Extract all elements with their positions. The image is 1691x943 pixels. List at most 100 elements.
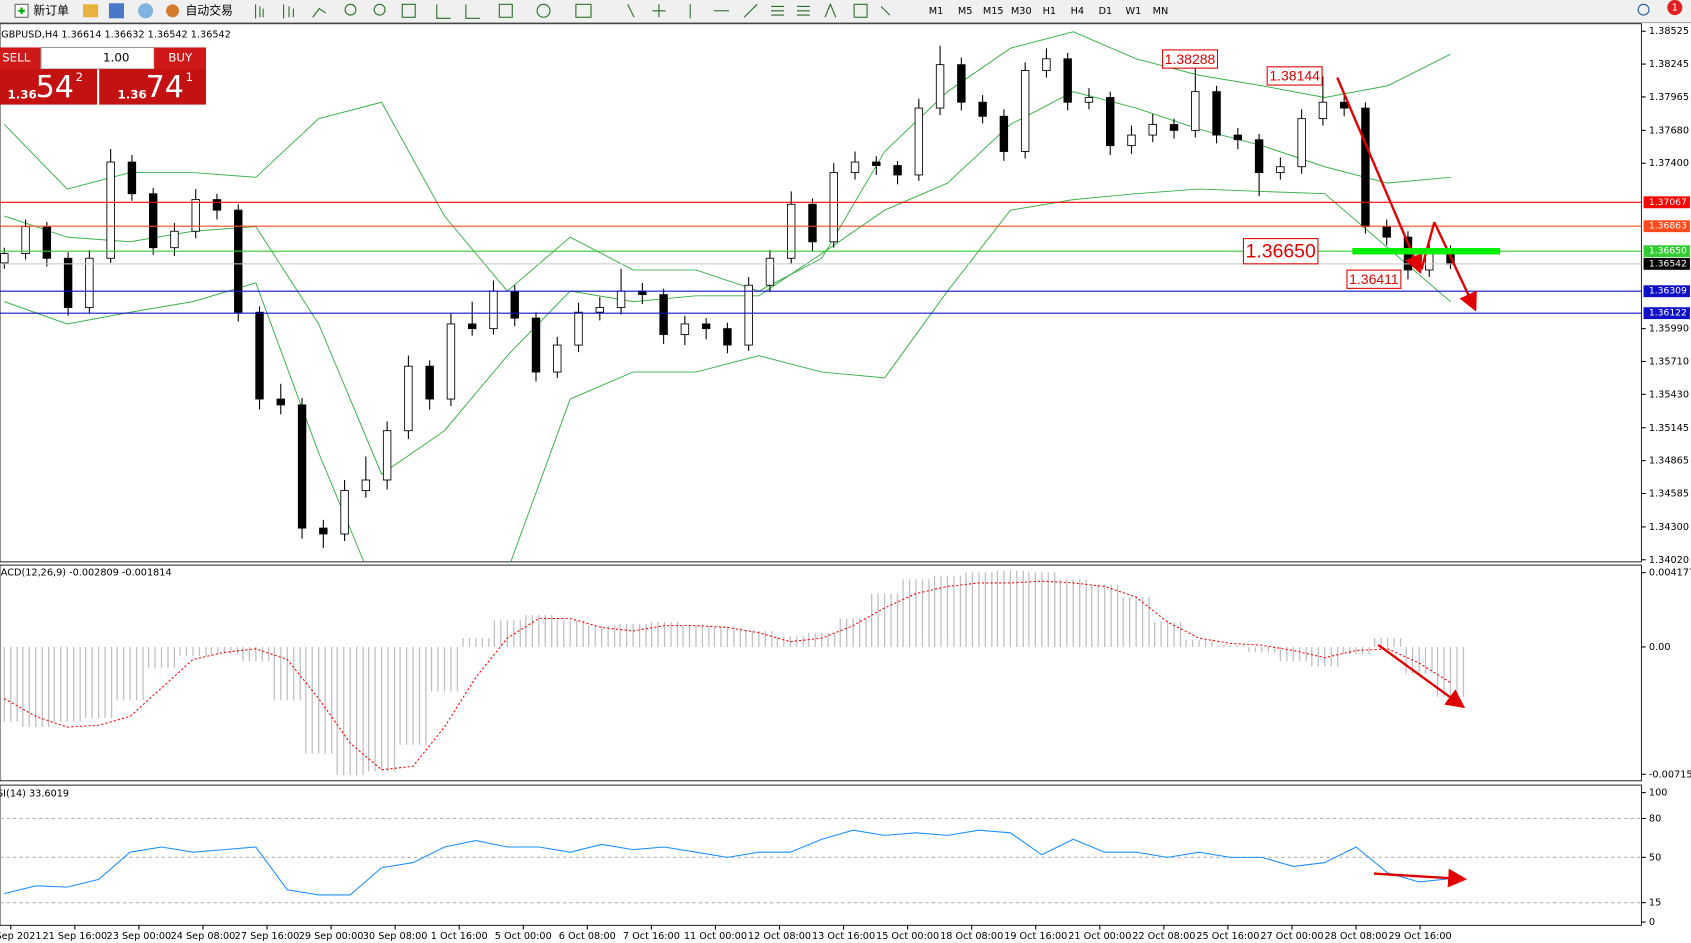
candle-body (893, 165, 902, 176)
y-tick-label: 1.37400 (1649, 158, 1689, 169)
indicator-title: RSI(14) 33.6019 (0, 789, 69, 800)
y-tick-label: 1.34020 (1649, 555, 1689, 566)
candle-body (1212, 91, 1221, 136)
timeframe-button[interactable]: H4 (1071, 6, 1084, 17)
timeframe-button[interactable]: M1 (929, 6, 944, 17)
price-label: 1.36122 (1649, 308, 1687, 319)
candle-body (297, 404, 307, 529)
candle-body (148, 193, 158, 249)
candle-body (1127, 134, 1136, 147)
lots-input[interactable] (40, 46, 155, 70)
candle-body (850, 161, 860, 174)
candle-body (553, 344, 562, 373)
sell-button[interactable] (0, 47, 41, 70)
icon[interactable] (108, 3, 125, 19)
candle-body (1084, 97, 1094, 103)
candle-body (1297, 118, 1306, 168)
price-label-box (1643, 307, 1690, 320)
auto-trading-button[interactable]: 自动交易 (166, 3, 233, 17)
timeframe-button[interactable]: D1 (1099, 6, 1113, 17)
x-tick-label: 27 Sep 16:00 (235, 931, 300, 942)
candle-body (1254, 139, 1264, 174)
icon[interactable] (138, 3, 154, 19)
rsi-plot (0, 817, 1642, 904)
x-tick-label: 24 Sep 08:00 (171, 931, 236, 942)
candle-body (0, 253, 9, 264)
buy-label: BUY (168, 51, 193, 65)
price-label-box (1643, 257, 1690, 270)
annotation-box (1242, 238, 1319, 265)
candle-body (1042, 58, 1051, 71)
x-tick-label: 11 Oct 00:00 (684, 931, 747, 942)
x-tick-label: 25 Oct 16:00 (1196, 931, 1259, 942)
candle-body (829, 172, 838, 243)
x-tick-label: 12 Oct 08:00 (748, 931, 811, 942)
buy-price-big: 1.36 (118, 87, 147, 101)
candle-body (106, 161, 115, 259)
y-tick-label: 1.34865 (1649, 456, 1689, 467)
y-tick-label: 50 (1649, 852, 1661, 863)
timeframe-button[interactable]: MN (1153, 6, 1169, 17)
candle-body (1063, 58, 1072, 103)
sell-price-box[interactable] (0, 69, 98, 105)
candle-body (1020, 70, 1030, 152)
new-order-button[interactable]: 新订单 (14, 3, 69, 18)
timeframe-button[interactable]: M30 (1011, 6, 1032, 17)
y-tick-label: 0.004177 (1649, 568, 1691, 579)
candle-body (574, 311, 583, 346)
y-tick-label: 1.38245 (1649, 59, 1689, 70)
x-tick-label: 15 Oct 00:00 (876, 931, 939, 942)
x-tick-label: 19 Oct 16:00 (1004, 931, 1067, 942)
candle-body (1191, 91, 1200, 131)
candle-body (680, 323, 690, 335)
candle-body (1148, 124, 1157, 136)
buy-price-fraction: 1 (185, 70, 193, 84)
y-tick-label: 0.00 (1649, 642, 1671, 653)
search-icon[interactable] (1637, 3, 1650, 16)
price-label: 1.37067 (1649, 197, 1687, 208)
candle-body (63, 257, 73, 308)
y-tick-label: 100 (1649, 788, 1668, 799)
x-tick-label: 29 Sep 00:00 (299, 931, 364, 942)
chart-title: GBPUSD,H4 1.36614 1.36632 1.36542 1.3654… (1, 30, 231, 41)
y-tick-label: 1.35990 (1649, 324, 1689, 335)
price-label: 1.36309 (1649, 286, 1687, 297)
alert-badge[interactable] (1667, 0, 1683, 16)
timeframe-button[interactable]: W1 (1126, 6, 1142, 17)
y-tick-label: 1.35710 (1649, 356, 1689, 367)
y-tick-label: 80 (1649, 814, 1661, 825)
axes: 1.38525 1.38245 1.37965 1.37680 1.37400 1.359… (0, 26, 1691, 942)
candle-body (276, 398, 285, 406)
toolbar (0, 0, 1691, 23)
x-tick-label: 6 Oct 08:00 (559, 931, 616, 942)
candle-body (382, 430, 392, 481)
timeframe-button[interactable]: M15 (983, 6, 1004, 17)
y-tick-label: 1.34585 (1649, 488, 1689, 499)
candle-body (744, 284, 753, 346)
timeframe-button[interactable]: M5 (958, 6, 973, 17)
alert-count: 1 (1672, 3, 1678, 14)
candle-body (595, 307, 605, 313)
candle-body (957, 64, 966, 103)
price-label: 1.36650 (1649, 246, 1687, 257)
x-tick-label: 1 Oct 16:00 (431, 931, 488, 942)
toolbar-icons[interactable] (255, 2, 891, 19)
annotation-box (1266, 66, 1323, 86)
candle-body (425, 365, 434, 400)
candle-body (446, 323, 456, 400)
buy-price-box[interactable] (99, 69, 206, 105)
indicator-title: MACD(12,26,9) -0.002809 -0.001814 (0, 568, 172, 579)
buy-price-pips: 74 (146, 70, 184, 105)
x-tick-label: 18 Oct 08:00 (940, 931, 1003, 942)
y-tick-label: 1.38525 (1649, 26, 1689, 37)
price-label: 1.36542 (1649, 258, 1687, 269)
buy-button[interactable] (154, 47, 206, 70)
candle-body (340, 490, 349, 535)
candle-body (978, 101, 987, 117)
candle-body (723, 328, 732, 346)
main-plot (0, 31, 1642, 562)
x-tick-label: 22 Oct 08:00 (1132, 931, 1195, 942)
icon[interactable] (83, 4, 99, 18)
timeframe-button[interactable]: H1 (1043, 6, 1056, 17)
